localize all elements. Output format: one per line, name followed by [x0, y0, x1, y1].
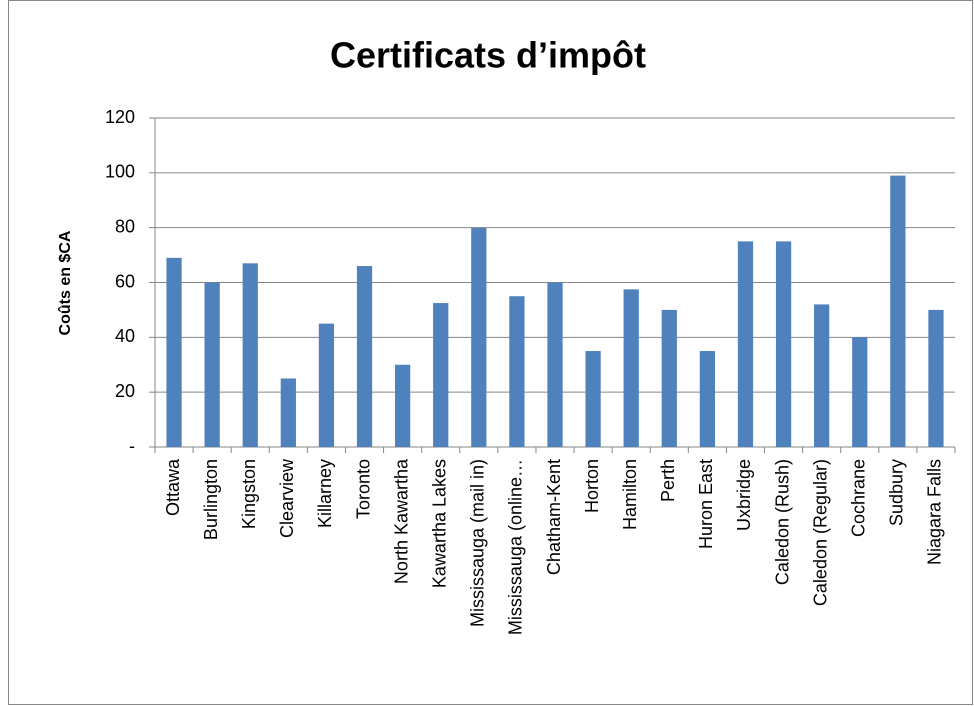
x-tick-label: Killarney: [315, 459, 335, 528]
bar: [318, 323, 335, 447]
bar: [509, 296, 525, 447]
bar: [471, 227, 487, 447]
y-tick-label: 100: [105, 162, 135, 182]
bar: [166, 257, 182, 447]
y-tick-label: -: [129, 436, 135, 456]
bar: [547, 282, 563, 447]
y-axis-label: Coûts en $CA: [57, 230, 74, 335]
x-tick-label: Sudbury: [887, 459, 907, 526]
y-tick-label: 120: [105, 107, 135, 127]
x-tick-label: Toronto: [353, 459, 373, 519]
bar: [623, 289, 639, 447]
bar: [204, 282, 220, 447]
x-tick-label: Kingston: [239, 459, 259, 529]
bar: [928, 309, 944, 447]
x-tick-label: Clearview: [277, 458, 297, 538]
x-tick-label: Mississauga (mail in): [468, 459, 488, 627]
bar: [737, 241, 754, 447]
bar: [852, 337, 868, 447]
x-tick-label: Kawartha Lakes: [429, 459, 449, 588]
y-tick-label: 80: [115, 216, 135, 236]
x-tick-label: Uxbridge: [734, 459, 754, 531]
x-tick-label: Cochrane: [849, 459, 869, 537]
x-tick-label: Chatham-Kent: [544, 459, 564, 575]
bar: [280, 378, 296, 447]
y-tick-label: 20: [115, 381, 135, 401]
x-tick-label: Huron East: [696, 459, 716, 549]
y-tick-label: 40: [115, 326, 135, 346]
x-tick-label: Hamilton: [620, 459, 640, 530]
bar: [433, 303, 449, 447]
x-tick-label: Niagara Falls: [925, 459, 945, 565]
chart-title: Certificats d’impôt: [330, 35, 646, 76]
x-tick-label: Mississauga (online…: [506, 459, 526, 635]
bar: [814, 304, 830, 447]
bar: [242, 263, 258, 447]
bar: [661, 309, 677, 447]
bar: [890, 175, 906, 447]
x-tick-label: Caledon (Rush): [772, 459, 792, 585]
bar: [775, 241, 792, 447]
x-tick-label: Burlington: [201, 459, 221, 540]
bar: [395, 364, 411, 447]
x-tick-label: Caledon (Regular): [810, 459, 830, 606]
bar: [585, 351, 601, 447]
bar: [356, 266, 373, 447]
x-tick-label: Ottawa: [163, 458, 183, 516]
x-tick-label: North Kawartha: [391, 458, 411, 584]
x-tick-label: Perth: [658, 459, 678, 502]
bar: [699, 351, 715, 447]
y-tick-label: 60: [115, 271, 135, 291]
x-tick-label: Horton: [582, 459, 602, 513]
